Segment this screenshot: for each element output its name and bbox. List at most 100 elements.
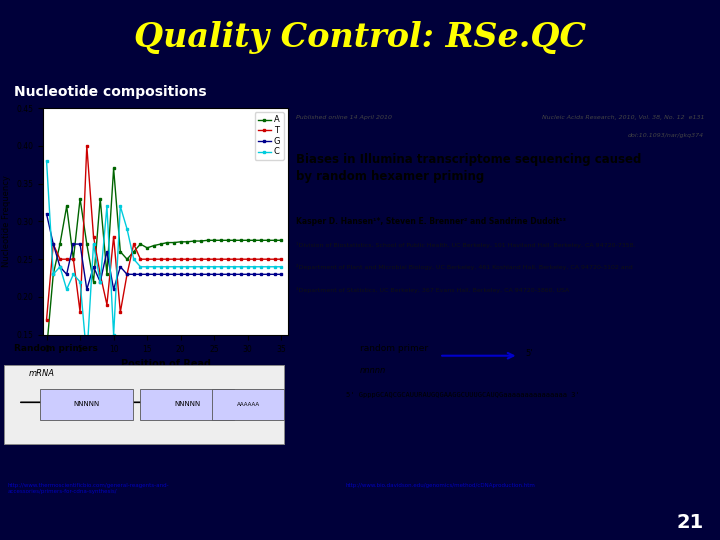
A xyxy=(190,238,199,244)
G xyxy=(150,271,158,278)
Text: Published online 14 April 2010: Published online 14 April 2010 xyxy=(297,115,392,120)
C xyxy=(230,264,238,270)
FancyBboxPatch shape xyxy=(140,389,234,420)
C xyxy=(237,264,246,270)
A xyxy=(96,195,104,202)
A xyxy=(223,237,232,244)
T xyxy=(136,256,145,262)
G xyxy=(109,286,118,293)
T xyxy=(203,256,212,262)
T xyxy=(237,256,246,262)
T xyxy=(116,309,125,315)
Text: ¹Division of Biostatistics, School of Public Health, UC Berkeley, 101 Haviland H: ¹Division of Biostatistics, School of Pu… xyxy=(297,242,636,248)
T xyxy=(55,256,64,262)
T xyxy=(250,256,258,262)
Text: NNNNN: NNNNN xyxy=(174,401,200,407)
T xyxy=(197,256,205,262)
T xyxy=(176,256,185,262)
C xyxy=(223,264,232,270)
Text: AAAAAA: AAAAAA xyxy=(237,402,260,407)
Text: http://www.bio.davidson.edu/genomics/method/cDNAproduction.htm: http://www.bio.davidson.edu/genomics/met… xyxy=(346,483,536,488)
T xyxy=(223,256,232,262)
A xyxy=(55,241,64,247)
G xyxy=(250,271,258,278)
G xyxy=(42,211,51,217)
T xyxy=(102,301,111,308)
G xyxy=(96,279,104,285)
Text: ³Department of Statistics, UC Berkeley, 367 Evans Hall, Berkeley, CA 94720-3860,: ³Department of Statistics, UC Berkeley, … xyxy=(297,287,570,293)
A xyxy=(270,237,279,244)
C xyxy=(264,264,272,270)
A xyxy=(49,271,58,278)
T xyxy=(96,271,104,278)
G xyxy=(49,241,58,247)
G xyxy=(156,271,165,278)
G xyxy=(143,271,151,278)
A xyxy=(89,279,98,285)
A xyxy=(76,195,84,202)
Text: Biases in Illumina transcriptome sequencing caused
by random hexamer priming: Biases in Illumina transcriptome sequenc… xyxy=(297,153,642,184)
G xyxy=(122,271,131,278)
A xyxy=(197,238,205,244)
G xyxy=(63,271,71,278)
T xyxy=(122,271,131,278)
G xyxy=(163,271,171,278)
T xyxy=(190,256,199,262)
T xyxy=(83,143,91,149)
Text: 5' GpppGCAQCGCAUURAUGQGAAGGCUUUGCAUQGaaaaaaaaaaaaaaa 3': 5' GpppGCAQCGCAUURAUGQGAAGGCUUUGCAUQGaaa… xyxy=(346,392,580,398)
Text: Quality Control: RSe.QC: Quality Control: RSe.QC xyxy=(134,21,586,55)
A xyxy=(250,237,258,244)
G xyxy=(230,271,238,278)
A xyxy=(69,256,78,262)
G xyxy=(55,264,64,270)
C xyxy=(49,271,58,278)
A xyxy=(122,256,131,262)
G xyxy=(264,271,272,278)
T xyxy=(264,256,272,262)
G xyxy=(203,271,212,278)
A xyxy=(42,347,51,353)
A xyxy=(163,239,171,246)
T xyxy=(217,256,225,262)
Text: nnnnn: nnnnn xyxy=(360,366,386,375)
Line: T: T xyxy=(45,144,283,321)
G xyxy=(270,271,279,278)
Line: A: A xyxy=(45,167,283,352)
A xyxy=(63,203,71,210)
G xyxy=(170,271,179,278)
C xyxy=(136,264,145,270)
T xyxy=(63,256,71,262)
C xyxy=(83,354,91,361)
C xyxy=(170,264,179,270)
C xyxy=(217,264,225,270)
C xyxy=(156,264,165,270)
C xyxy=(96,279,104,285)
G xyxy=(76,241,84,247)
Text: http://www.thermoscientificbio.com/general-reagents-and-
accessories/primers-for: http://www.thermoscientificbio.com/gener… xyxy=(7,483,168,494)
C xyxy=(116,203,125,210)
G xyxy=(136,271,145,278)
C xyxy=(109,332,118,338)
A xyxy=(217,237,225,244)
C xyxy=(243,264,252,270)
A xyxy=(109,165,118,172)
T xyxy=(76,309,84,315)
T xyxy=(150,256,158,262)
C xyxy=(122,226,131,232)
T xyxy=(89,233,98,240)
C xyxy=(250,264,258,270)
T xyxy=(163,256,171,262)
X-axis label: Position of Read: Position of Read xyxy=(121,359,210,369)
A xyxy=(116,248,125,255)
G xyxy=(183,271,192,278)
C xyxy=(270,264,279,270)
T xyxy=(210,256,219,262)
C xyxy=(130,256,138,262)
T xyxy=(257,256,266,262)
G xyxy=(277,271,286,278)
Text: doi:10.1093/nar/gkq374: doi:10.1093/nar/gkq374 xyxy=(628,133,704,138)
Text: Random primers: Random primers xyxy=(14,343,98,353)
A xyxy=(264,237,272,244)
G xyxy=(190,271,199,278)
G xyxy=(237,271,246,278)
